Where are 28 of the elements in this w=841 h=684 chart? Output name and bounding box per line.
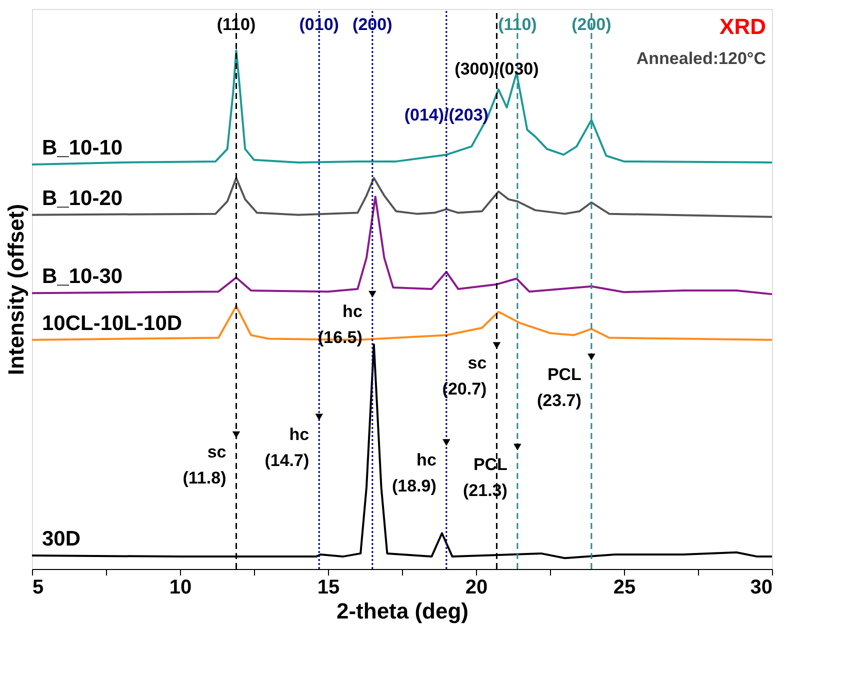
text: XRD <box>720 14 766 39</box>
annotation: (300)/(030) <box>454 60 539 79</box>
annotation: PCL (21.3) <box>463 455 508 500</box>
annotation: hc (18.9) <box>392 450 436 496</box>
y-axis-title: Intensity (offset) <box>4 204 28 376</box>
x-axis-title: 2-theta (deg) <box>336 598 468 624</box>
annotation: (110) <box>216 15 256 34</box>
annotation: (200) <box>352 15 392 34</box>
annotation: Annealed:120°C <box>636 49 766 68</box>
x-tick-label: 5 <box>32 576 44 598</box>
annotation: (014)/(203) <box>404 105 488 124</box>
series-label: B_10-30 <box>42 265 123 288</box>
annotation: sc (11.8) <box>182 442 226 488</box>
x-tick-label: 15 <box>317 576 340 598</box>
x-tick-label: 20 <box>465 576 488 598</box>
x-tick-label: 25 <box>613 576 636 598</box>
series-label: B_10-10 <box>42 136 123 160</box>
annotation: sc (20.7) <box>442 354 487 399</box>
series-label: 30D <box>42 528 81 551</box>
series-label: 10CL-10L-10D <box>42 312 182 335</box>
x-tick-label: 30 <box>750 576 772 598</box>
annotation: hc (14.7) <box>264 425 310 470</box>
annotation: PCL (23.7) <box>537 364 582 410</box>
annotation: (200) <box>572 15 612 34</box>
series-label: B_10-20 <box>42 186 123 210</box>
annotation: (110) <box>498 15 537 34</box>
x-tick-label: 10 <box>169 576 192 598</box>
annotation: (010) <box>299 15 339 34</box>
